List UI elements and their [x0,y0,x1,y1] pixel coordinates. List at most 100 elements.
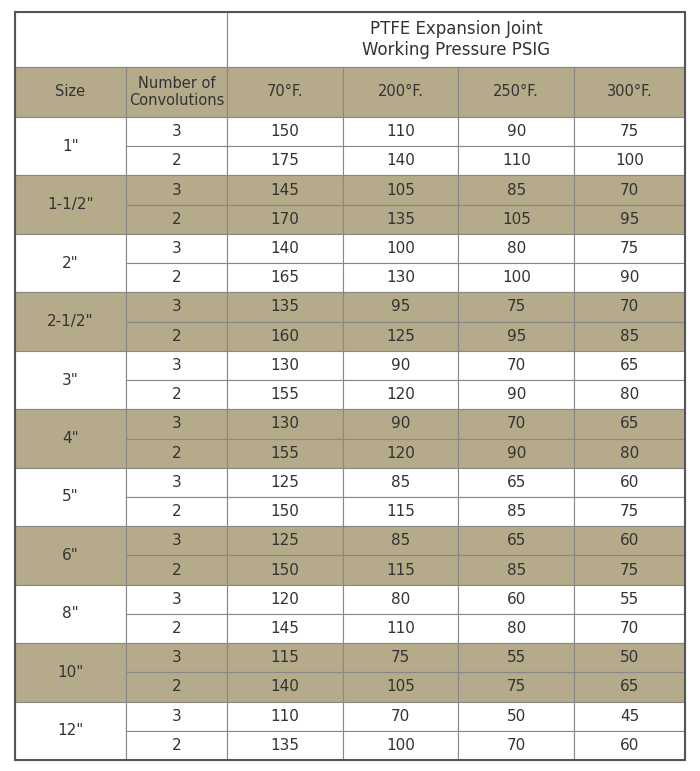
Bar [227,322,343,351]
Text: 105: 105 [386,679,415,695]
Bar [126,146,227,176]
Text: 115: 115 [270,650,300,665]
Bar [458,204,574,234]
Bar [458,176,574,204]
Bar [227,731,343,760]
Bar [343,439,458,468]
Text: 100: 100 [615,153,644,168]
Bar [574,146,685,176]
Bar [126,555,227,584]
Bar [227,263,343,292]
Text: 165: 165 [270,271,300,285]
Text: 70: 70 [391,709,410,724]
Bar [458,351,574,380]
Text: 3: 3 [172,475,181,490]
Bar [458,468,574,497]
Text: 2: 2 [172,387,181,402]
Text: 90: 90 [507,124,526,139]
Text: 175: 175 [270,153,300,168]
Bar [458,263,574,292]
Text: 140: 140 [270,241,300,256]
Text: 60: 60 [620,534,639,548]
Bar [343,468,458,497]
Bar [227,439,343,468]
Text: 250°F.: 250°F. [494,85,539,99]
Text: 2: 2 [172,504,181,519]
Text: 125: 125 [386,328,415,344]
Bar [343,204,458,234]
Bar [126,468,227,497]
Bar [574,292,685,322]
Text: 2": 2" [62,256,79,271]
Bar [126,409,227,439]
Text: 130: 130 [270,358,300,373]
Bar [227,584,343,614]
Text: 170: 170 [270,212,300,227]
Text: 120: 120 [386,387,415,402]
Bar [15,526,126,584]
Bar [227,351,343,380]
Text: 135: 135 [270,738,300,753]
Bar [574,731,685,760]
Bar [227,555,343,584]
Text: 3: 3 [172,534,181,548]
Text: 95: 95 [620,212,639,227]
Text: 3: 3 [172,650,181,665]
Text: Number of
Convolutions: Number of Convolutions [129,76,224,108]
Text: 1-1/2": 1-1/2" [47,197,94,212]
Text: 125: 125 [270,475,300,490]
Text: 115: 115 [386,563,415,577]
Text: 85: 85 [507,563,526,577]
Text: Size: Size [55,85,85,99]
Text: 60: 60 [620,475,639,490]
Bar [126,263,227,292]
Text: 90: 90 [507,387,526,402]
Bar [227,67,343,117]
Bar [15,67,126,117]
Text: 2: 2 [172,563,181,577]
Bar [574,176,685,204]
Bar [15,643,126,702]
Bar [227,614,343,643]
Text: 135: 135 [270,299,300,315]
Bar [574,351,685,380]
Bar [343,263,458,292]
Text: 130: 130 [270,416,300,432]
Bar [458,380,574,409]
Bar [227,702,343,731]
Text: 3: 3 [172,241,181,256]
Text: 95: 95 [507,328,526,344]
Bar [343,702,458,731]
Bar [15,234,126,292]
Bar [227,117,343,146]
Bar [343,555,458,584]
Text: 150: 150 [270,504,300,519]
Text: 145: 145 [270,621,300,636]
Bar [126,67,227,117]
Bar [458,702,574,731]
Text: 110: 110 [386,621,415,636]
Bar [343,176,458,204]
Text: 1": 1" [62,139,79,153]
Text: 70: 70 [620,183,639,197]
Bar [227,234,343,263]
Bar [15,468,126,526]
Text: 75: 75 [507,299,526,315]
Text: 75: 75 [507,679,526,695]
Text: 3: 3 [172,709,181,724]
Bar [343,351,458,380]
Bar [574,643,685,672]
Bar [227,176,343,204]
Bar [574,67,685,117]
Bar [574,555,685,584]
Text: 12": 12" [57,723,83,739]
Bar [15,409,126,468]
Bar [126,351,227,380]
Text: 65: 65 [507,475,526,490]
Bar [343,614,458,643]
Bar [458,322,574,351]
Bar [343,67,458,117]
Text: 115: 115 [386,504,415,519]
Bar [458,439,574,468]
Bar [343,526,458,555]
